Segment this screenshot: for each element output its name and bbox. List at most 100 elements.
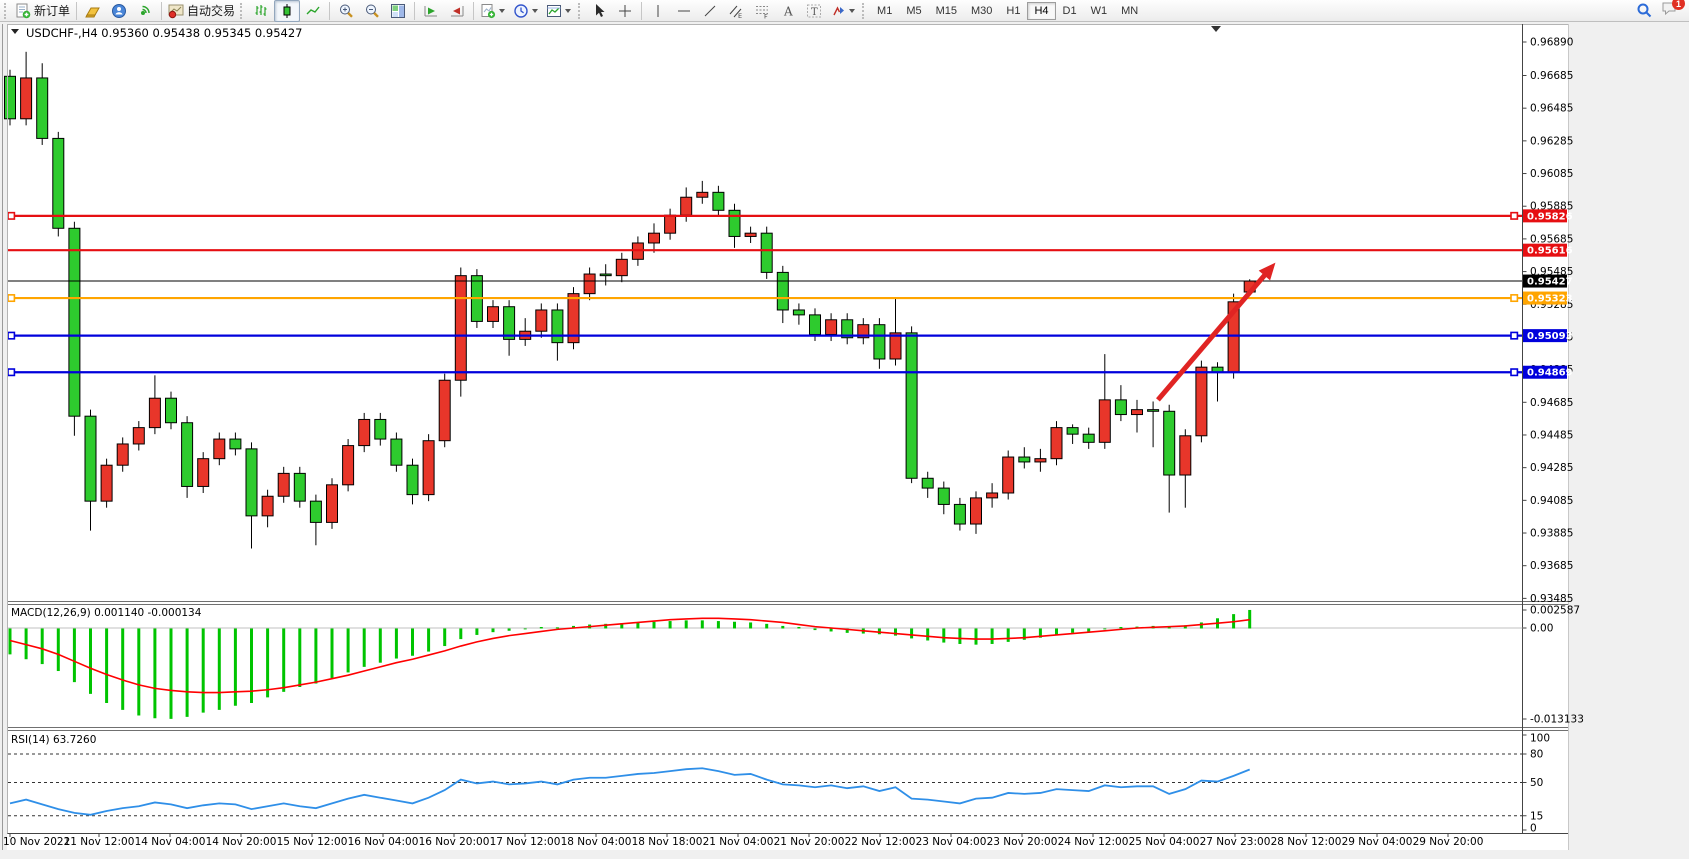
chart-shift-marker[interactable]	[1211, 26, 1221, 32]
collapse-triangle-icon	[11, 29, 19, 34]
svg-text:50: 50	[1530, 777, 1543, 789]
trendline-icon	[704, 5, 716, 16]
line-chart-icon	[306, 6, 320, 14]
svg-text:0.94685: 0.94685	[1530, 397, 1573, 409]
period-selector-button[interactable]	[510, 0, 543, 22]
svg-text:22 Nov 12:00: 22 Nov 12:00	[845, 836, 916, 848]
svg-text:0.96485: 0.96485	[1530, 103, 1573, 115]
tile-windows-icon	[391, 3, 406, 18]
auto-trading-icon	[168, 4, 184, 18]
svg-text:0.95427: 0.95427	[1527, 277, 1573, 288]
chart-canvas[interactable]: MACD(12,26,9) 0.001140 -0.000134 0.002587…	[0, 22, 1689, 859]
svg-text:0.95616: 0.95616	[1527, 246, 1573, 257]
timeframe-m15[interactable]: M15	[935, 4, 957, 17]
bar-chart-button[interactable]	[248, 0, 274, 22]
line-chart-button[interactable]	[300, 0, 326, 22]
fibonacci-icon: F	[756, 5, 769, 19]
trendline-button[interactable]	[697, 0, 723, 22]
macd-signal-line	[9, 617, 1250, 694]
svg-text:15: 15	[1530, 810, 1543, 822]
vertical-line-button[interactable]	[645, 0, 671, 22]
timeframe-d1[interactable]: D1	[1062, 4, 1077, 17]
price-tag-0.94869: 0.94869	[1523, 365, 1573, 379]
svg-text:29 Nov 20:00: 29 Nov 20:00	[1413, 836, 1484, 848]
templates-button[interactable]	[543, 0, 576, 22]
tile-windows-button[interactable]	[385, 0, 411, 22]
separator	[76, 1, 78, 20]
equidistant-channel-icon: E	[729, 5, 742, 19]
timeframe-w1[interactable]: W1	[1090, 4, 1108, 17]
chart-title: USDCHF-,H4 0.95360 0.95438 0.95345 0.954…	[11, 26, 302, 40]
chat-button[interactable]: 1	[1661, 0, 1685, 21]
svg-text:E: E	[738, 12, 742, 19]
svg-text:27 Nov 23:00: 27 Nov 23:00	[1200, 836, 1271, 848]
svg-text:0.93885: 0.93885	[1530, 528, 1573, 540]
horizontal-line-icon	[678, 10, 691, 11]
timeframe-h1[interactable]: H1	[1006, 4, 1021, 17]
horizontal-line-button[interactable]	[671, 0, 697, 22]
candles	[4, 51, 1256, 549]
svg-text:15 Nov 12:00: 15 Nov 12:00	[277, 836, 348, 848]
current-price-tag: 0.95427	[1523, 274, 1573, 288]
svg-text:0.00: 0.00	[1530, 623, 1553, 635]
auto-trading-button[interactable]: 自动交易	[165, 0, 238, 22]
signals-button[interactable]	[132, 0, 158, 22]
signals-icon	[141, 5, 150, 15]
svg-text:23 Nov 20:00: 23 Nov 20:00	[987, 836, 1058, 848]
search-icon[interactable]	[1636, 2, 1653, 19]
price-tag-0.95616: 0.95616	[1523, 243, 1573, 257]
zoom-out-button[interactable]	[359, 0, 385, 22]
toolbar-right-group: 1	[1636, 0, 1689, 21]
timeframe-mn[interactable]: MN	[1121, 4, 1139, 17]
timeframe-m5[interactable]: M5	[906, 4, 922, 17]
svg-text:21 Nov 04:00: 21 Nov 04:00	[703, 836, 774, 848]
equidistant-channel-button[interactable]: E	[723, 0, 749, 22]
svg-text:0: 0	[1530, 823, 1537, 835]
arrows-button[interactable]	[827, 0, 860, 22]
trend-arrow[interactable]	[1156, 262, 1276, 402]
toolbar-grip	[4, 2, 9, 19]
svg-text:0.96890: 0.96890	[1530, 37, 1573, 49]
new-chart-button[interactable]	[477, 0, 510, 22]
price-tag-0.95093: 0.95093	[1523, 329, 1573, 343]
hline-0.94869[interactable]	[7, 368, 1523, 377]
separator	[161, 1, 163, 20]
svg-text:18 Nov 04:00: 18 Nov 04:00	[561, 836, 632, 848]
chart-shift-icon	[451, 5, 464, 16]
crosshair-button[interactable]	[612, 0, 638, 22]
svg-text:RSI(14) 63.7260: RSI(14) 63.7260	[11, 734, 96, 746]
notification-badge: 1	[1672, 0, 1685, 10]
zoom-in-button[interactable]	[333, 0, 359, 22]
new-chart-icon	[481, 3, 496, 18]
toolbar-grip	[862, 2, 867, 19]
svg-text:23 Nov 04:00: 23 Nov 04:00	[916, 836, 987, 848]
zoom-in-icon	[340, 4, 353, 18]
svg-text:-0.013133: -0.013133	[1530, 714, 1584, 726]
hline-0.95093[interactable]	[7, 331, 1523, 340]
new-order-button[interactable]: 新订单	[12, 0, 73, 22]
community-button[interactable]	[106, 0, 132, 22]
text-label-button[interactable]: T	[801, 0, 827, 22]
svg-text:0.93485: 0.93485	[1530, 593, 1573, 605]
timeframe-m1[interactable]: M1	[877, 4, 893, 17]
text-icon: A	[783, 4, 793, 18]
vertical-line-icon	[657, 4, 659, 17]
fibonacci-button[interactable]: F	[749, 0, 775, 22]
candlestick-chart-button[interactable]	[274, 0, 301, 22]
svg-text:25 Nov 04:00: 25 Nov 04:00	[1129, 836, 1200, 848]
svg-text:F: F	[764, 12, 768, 19]
svg-text:14 Nov 20:00: 14 Nov 20:00	[206, 836, 277, 848]
svg-text:0.95685: 0.95685	[1530, 233, 1573, 245]
candlestick-chart-icon	[283, 3, 291, 18]
chart-shift-button[interactable]	[444, 0, 470, 22]
profile-charts-button[interactable]	[80, 0, 106, 22]
cursor-button[interactable]	[586, 0, 612, 22]
auto-scroll-button[interactable]	[418, 0, 444, 22]
hline-0.95323[interactable]	[7, 294, 1523, 303]
timeframe-m30[interactable]: M30	[971, 4, 993, 17]
svg-text:10 Nov 2022: 10 Nov 2022	[3, 836, 70, 848]
text-button[interactable]: A	[775, 0, 801, 22]
timeframe-h4[interactable]: H4	[1027, 1, 1056, 20]
new-order-label: 新订单	[34, 4, 71, 18]
